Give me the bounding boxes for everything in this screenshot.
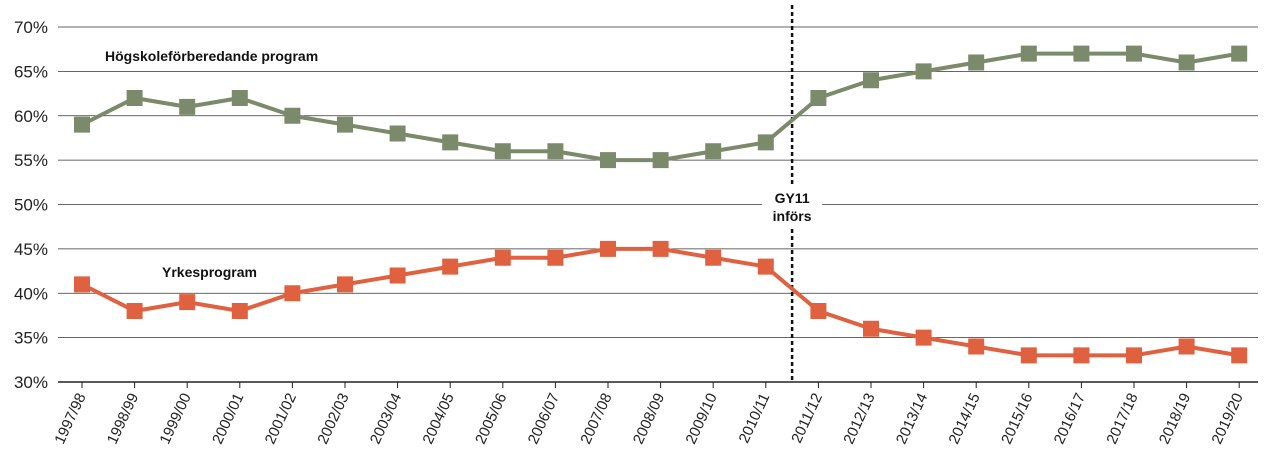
data-point-1 — [389, 267, 406, 284]
x-tick-label: 2012/13 — [840, 391, 878, 447]
data-point-1 — [863, 320, 879, 337]
data-point-0 — [284, 107, 301, 124]
data-point-1 — [74, 276, 90, 293]
y-tick-label: 35% — [14, 329, 48, 348]
x-axis-ticks: 1997/98 1998/99 1999/00 2000/01 2001/02 2002/… — [51, 382, 1247, 447]
data-point-1 — [231, 303, 248, 319]
data-point-0 — [1020, 45, 1037, 62]
data-point-0 — [1178, 54, 1195, 71]
data-point-0 — [705, 143, 722, 160]
data-point-1 — [652, 240, 669, 257]
data-point-1 — [494, 249, 511, 266]
data-point-1 — [547, 249, 564, 266]
x-tick-label: 2019/20 — [1208, 391, 1246, 447]
data-point-1 — [1231, 347, 1248, 364]
data-point-1 — [442, 258, 459, 275]
data-point-1 — [1073, 347, 1090, 364]
x-tick-label: 2003/04 — [367, 391, 405, 447]
x-tick-label: 2000/01 — [209, 391, 247, 447]
data-point-0 — [1231, 45, 1248, 62]
data-point-0 — [1073, 45, 1090, 62]
x-tick-label: 2002/03 — [314, 391, 352, 447]
gy11-annotation-line1: GY11 — [775, 190, 810, 206]
gy11-annotation-background — [762, 187, 823, 227]
data-point-1 — [810, 303, 827, 319]
data-point-1 — [126, 303, 143, 319]
data-point-0 — [547, 143, 564, 160]
data-point-1 — [284, 285, 301, 302]
x-tick-label: 2016/17 — [1051, 391, 1089, 447]
data-point-0 — [810, 90, 827, 106]
data-point-0 — [652, 152, 669, 169]
gridlines — [58, 26, 1258, 339]
y-axis-ticks: 30% 35% 40% 45% 50% 55% 60% 65% 70% — [14, 18, 48, 392]
data-point-1 — [757, 258, 774, 275]
data-point-0 — [74, 116, 90, 133]
y-tick-label: 65% — [14, 62, 48, 81]
x-tick-label: 1998/99 — [104, 391, 142, 447]
x-tick-label: 2009/10 — [682, 391, 720, 447]
x-tick-label: 2006/07 — [525, 391, 563, 447]
data-point-1 — [915, 329, 932, 346]
series-group — [74, 45, 1248, 364]
data-point-1 — [337, 276, 353, 293]
x-tick-label: 2011/12 — [788, 391, 826, 446]
data-point-1 — [1178, 338, 1195, 355]
x-tick-label: 1997/98 — [51, 391, 89, 447]
data-point-0 — [915, 63, 932, 80]
x-tick-label: 2004/05 — [419, 391, 457, 447]
data-point-0 — [231, 90, 248, 106]
data-point-0 — [968, 54, 985, 71]
x-tick-label: 2001/02 — [262, 391, 300, 447]
series-label-hogskoleforberedande: Högskoleförberedande program — [105, 48, 318, 64]
data-point-0 — [337, 116, 353, 133]
series-label-yrkesprogram: Yrkesprogram — [162, 264, 257, 280]
data-point-0 — [1126, 45, 1142, 62]
data-point-0 — [494, 143, 511, 160]
x-tick-label: 2010/11 — [736, 391, 774, 446]
x-tick-label: 2013/14 — [893, 391, 931, 447]
data-point-0 — [757, 134, 774, 151]
y-tick-label: 55% — [14, 151, 48, 170]
y-tick-label: 40% — [14, 284, 48, 303]
data-point-0 — [863, 72, 879, 89]
data-point-1 — [600, 240, 616, 257]
y-tick-label: 30% — [14, 373, 48, 392]
data-point-1 — [179, 294, 196, 311]
x-tick-label: 2018/19 — [1156, 391, 1194, 447]
x-tick-label: 2015/16 — [998, 391, 1036, 447]
series-line-0 — [81, 51, 1240, 163]
data-point-0 — [126, 90, 143, 106]
y-tick-label: 70% — [14, 18, 48, 37]
data-point-0 — [442, 134, 459, 151]
y-tick-label: 60% — [14, 107, 48, 126]
data-point-0 — [600, 152, 616, 169]
x-tick-label: 2007/08 — [577, 391, 615, 447]
data-point-1 — [1020, 347, 1037, 364]
y-tick-label: 45% — [14, 240, 48, 259]
y-tick-label: 50% — [14, 196, 48, 215]
data-point-0 — [389, 125, 406, 142]
x-tick-label: 2014/15 — [945, 391, 983, 447]
data-point-1 — [705, 249, 722, 266]
x-tick-label: 2005/06 — [472, 391, 510, 447]
data-point-1 — [968, 338, 985, 355]
data-point-1 — [1126, 347, 1142, 364]
data-point-0 — [179, 98, 196, 115]
gy11-annotation-line2: införs — [773, 208, 812, 224]
x-tick-label: 2017/18 — [1103, 391, 1141, 447]
x-tick-label: 2008/09 — [630, 391, 668, 447]
x-tick-label: 1999/00 — [156, 391, 194, 447]
